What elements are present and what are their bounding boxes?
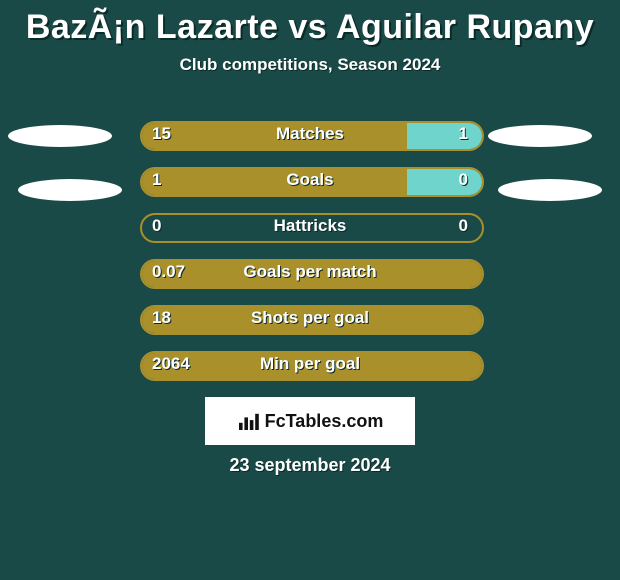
brand-badge[interactable]: FcTables.com xyxy=(205,397,415,445)
page-title: BazÃ¡n Lazarte vs Aguilar Rupany xyxy=(0,0,620,47)
stat-label: Hattricks xyxy=(140,210,480,242)
stat-label: Goals per match xyxy=(140,256,480,288)
comparison-card: BazÃ¡n Lazarte vs Aguilar Rupany Club co… xyxy=(0,0,620,580)
footer-date: 23 september 2024 xyxy=(0,455,620,476)
stat-label: Min per goal xyxy=(140,348,480,380)
stat-label: Shots per goal xyxy=(140,302,480,334)
stat-row: 18Shots per goal xyxy=(0,302,620,334)
stats-rows: 151Matches 10Goals 00Hattricks 0.07Goals pe… xyxy=(0,118,620,394)
stat-row: 10Goals xyxy=(0,164,620,196)
stat-label: Matches xyxy=(140,118,480,150)
stat-row: 0.07Goals per match xyxy=(0,256,620,288)
bars-icon xyxy=(237,412,259,430)
page-subtitle: Club competitions, Season 2024 xyxy=(0,55,620,75)
stat-row: 151Matches xyxy=(0,118,620,150)
stat-row: 2064Min per goal xyxy=(0,348,620,380)
stat-row: 00Hattricks xyxy=(0,210,620,242)
stat-label: Goals xyxy=(140,164,480,196)
brand-text: FcTables.com xyxy=(265,411,384,432)
